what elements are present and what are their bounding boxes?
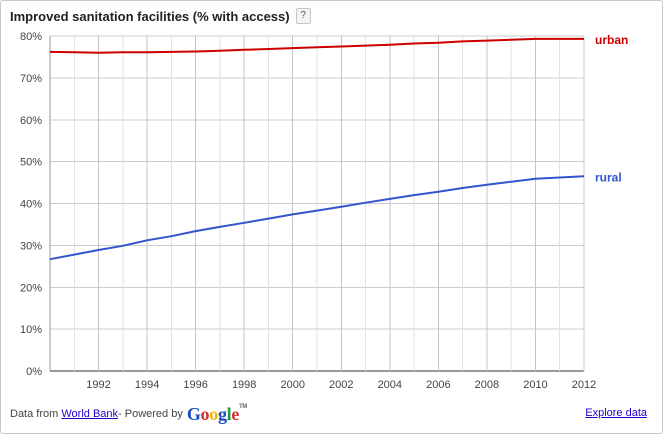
y-tick-label: 60% xyxy=(20,115,42,127)
x-tick-label: 2012 xyxy=(572,379,596,391)
google-logo-letter: g xyxy=(217,403,227,424)
y-tick-label: 30% xyxy=(20,240,42,252)
x-tick-label: 2004 xyxy=(378,379,402,391)
series-line-urban xyxy=(49,37,584,54)
world-bank-link[interactable]: World Bank xyxy=(61,408,119,420)
y-tick-label: 50% xyxy=(20,157,42,169)
x-tick-label: 2000 xyxy=(280,379,304,391)
x-tick-label: 1994 xyxy=(135,379,159,391)
google-logo: GoogleTM xyxy=(186,403,248,425)
x-tick-label: 2010 xyxy=(523,379,547,391)
powered-by-label: - Powered by xyxy=(118,408,183,420)
series-label-urban: urban xyxy=(595,33,628,47)
y-tick-label: 40% xyxy=(20,199,42,211)
google-logo-letter: l xyxy=(226,403,232,424)
y-tick-label: 70% xyxy=(20,73,42,85)
data-from-label: Data from xyxy=(10,408,59,420)
google-logo-letter: o xyxy=(200,403,210,424)
google-logo-letter: o xyxy=(209,403,218,424)
google-logo-letter: G xyxy=(186,403,201,424)
x-tick-label: 2002 xyxy=(329,379,353,391)
title-row: Improved sanitation facilities (% with a… xyxy=(10,7,311,25)
x-tick-label: 1992 xyxy=(86,379,110,391)
y-tick-label: 20% xyxy=(20,282,42,294)
line-chart: 0% 10% 20% 30% 40% 50% 60% 70% 80% 1992 1994 1996 19… xyxy=(20,31,628,391)
google-logo-letter: e xyxy=(231,403,240,424)
series-line-rural xyxy=(49,175,585,261)
help-button[interactable]: ? xyxy=(295,8,311,24)
x-tick-label: 2008 xyxy=(475,379,499,391)
y-tick-label: 0% xyxy=(26,366,42,378)
explore-data-link[interactable]: Explore data xyxy=(585,407,647,419)
y-tick-label: 10% xyxy=(20,324,42,336)
chart-title: Improved sanitation facilities (% with a… xyxy=(10,8,290,24)
google-trademark: TM xyxy=(239,403,248,410)
attribution: Data from World Bank - Powered by Google… xyxy=(10,404,247,424)
x-tick-label: 2006 xyxy=(426,379,450,391)
y-tick-label: 80% xyxy=(20,31,42,43)
series-label-rural: rural xyxy=(595,170,622,184)
x-tick-label: 1996 xyxy=(183,379,207,391)
x-tick-label: 1998 xyxy=(232,379,256,391)
